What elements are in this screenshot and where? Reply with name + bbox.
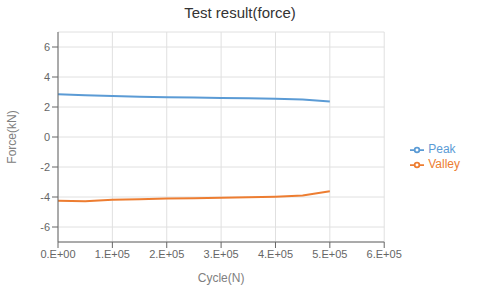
svg-text:1.E+05: 1.E+05 [95,248,130,260]
svg-text:-4: -4 [40,191,50,203]
svg-text:0.E+00: 0.E+00 [40,248,75,260]
svg-text:-2: -2 [40,161,50,173]
svg-text:4: 4 [44,71,50,83]
html-text:Peak: Peak [428,142,456,157]
html-text:Valley: Valley [428,157,460,171]
svg-text:6: 6 [44,41,50,53]
svg-text:-6: -6 [40,221,50,233]
svg-text:4.E+05: 4.E+05 [258,248,293,260]
svg-text:Force(kN): Force(kN) [8,110,19,163]
svg-text:6.E+05: 6.E+05 [367,248,402,260]
svg-text:3.E+05: 3.E+05 [204,248,239,260]
html-text:Test result(force): Test result(force) [184,4,296,21]
svg-text:Cycle(N): Cycle(N) [198,271,245,285]
svg-text:2: 2 [44,101,50,113]
svg-text:5.E+05: 5.E+05 [312,248,347,260]
svg-text:2.E+05: 2.E+05 [149,248,184,260]
svg-text:0: 0 [44,131,50,143]
